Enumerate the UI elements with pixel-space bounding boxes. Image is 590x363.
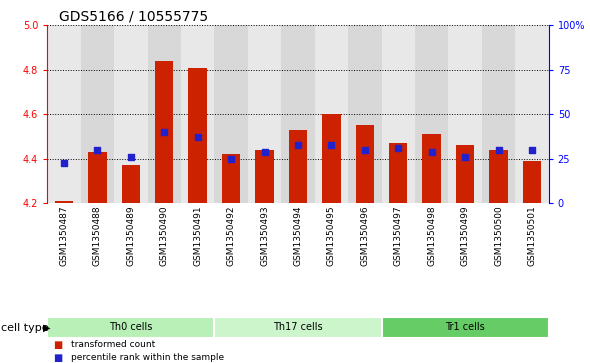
Point [327,143,336,148]
Text: transformed count: transformed count [71,340,155,349]
Bar [122,166,140,203]
Bar [456,146,474,203]
Text: ■: ■ [53,340,63,350]
Text: cell type: cell type [1,323,49,333]
Bar [482,25,515,203]
Text: percentile rank within the sample: percentile rank within the sample [71,353,224,362]
Bar [81,25,114,203]
Text: Th17 cells: Th17 cells [273,322,323,332]
Bar [322,114,340,203]
Text: GSM1350499: GSM1350499 [461,205,470,266]
Text: Tr1 cells: Tr1 cells [445,322,485,332]
Bar [214,25,248,203]
Text: GSM1350501: GSM1350501 [527,205,536,266]
Bar [489,150,508,203]
Text: GSM1350500: GSM1350500 [494,205,503,266]
Bar [382,25,415,203]
Bar [255,150,274,203]
Bar [55,201,73,203]
Point [293,143,303,148]
Bar [515,25,549,203]
Text: GSM1350487: GSM1350487 [60,205,68,266]
Bar [47,25,81,203]
Bar [356,126,374,203]
Bar [222,154,240,203]
Bar [148,25,181,203]
Point [494,147,503,153]
Text: GSM1350489: GSM1350489 [126,205,135,266]
FancyBboxPatch shape [47,317,214,338]
Bar [389,143,408,203]
Text: GSM1350490: GSM1350490 [160,205,169,266]
Text: GSM1350496: GSM1350496 [360,205,369,266]
Bar [448,25,482,203]
Bar [114,25,148,203]
FancyBboxPatch shape [382,317,549,338]
Point [360,147,369,153]
Text: GSM1350493: GSM1350493 [260,205,269,266]
Text: GDS5166 / 10555775: GDS5166 / 10555775 [59,9,208,23]
Bar [88,152,107,203]
Point [59,160,68,166]
Point [427,149,437,155]
Bar [248,25,281,203]
Point [260,149,269,155]
Bar [422,134,441,203]
Text: GSM1350491: GSM1350491 [193,205,202,266]
Point [159,129,169,135]
Bar [348,25,382,203]
FancyBboxPatch shape [214,317,382,338]
Text: ▶: ▶ [42,323,50,333]
Point [193,134,202,139]
Text: GSM1350497: GSM1350497 [394,205,403,266]
Text: GSM1350488: GSM1350488 [93,205,102,266]
Point [394,145,403,151]
Bar [523,161,541,203]
Bar [155,61,173,203]
Bar [415,25,448,203]
Point [460,154,470,159]
Text: Th0 cells: Th0 cells [109,322,152,332]
Point [93,147,102,153]
Bar [289,130,307,203]
Bar [181,25,214,203]
Text: GSM1350494: GSM1350494 [293,205,303,266]
Point [527,147,537,153]
Text: GSM1350492: GSM1350492 [227,205,235,266]
Bar [281,25,314,203]
Text: GSM1350495: GSM1350495 [327,205,336,266]
Bar [314,25,348,203]
Text: ■: ■ [53,352,63,363]
Text: GSM1350498: GSM1350498 [427,205,436,266]
Point [126,154,136,159]
Bar [188,68,207,203]
Point [227,156,236,162]
